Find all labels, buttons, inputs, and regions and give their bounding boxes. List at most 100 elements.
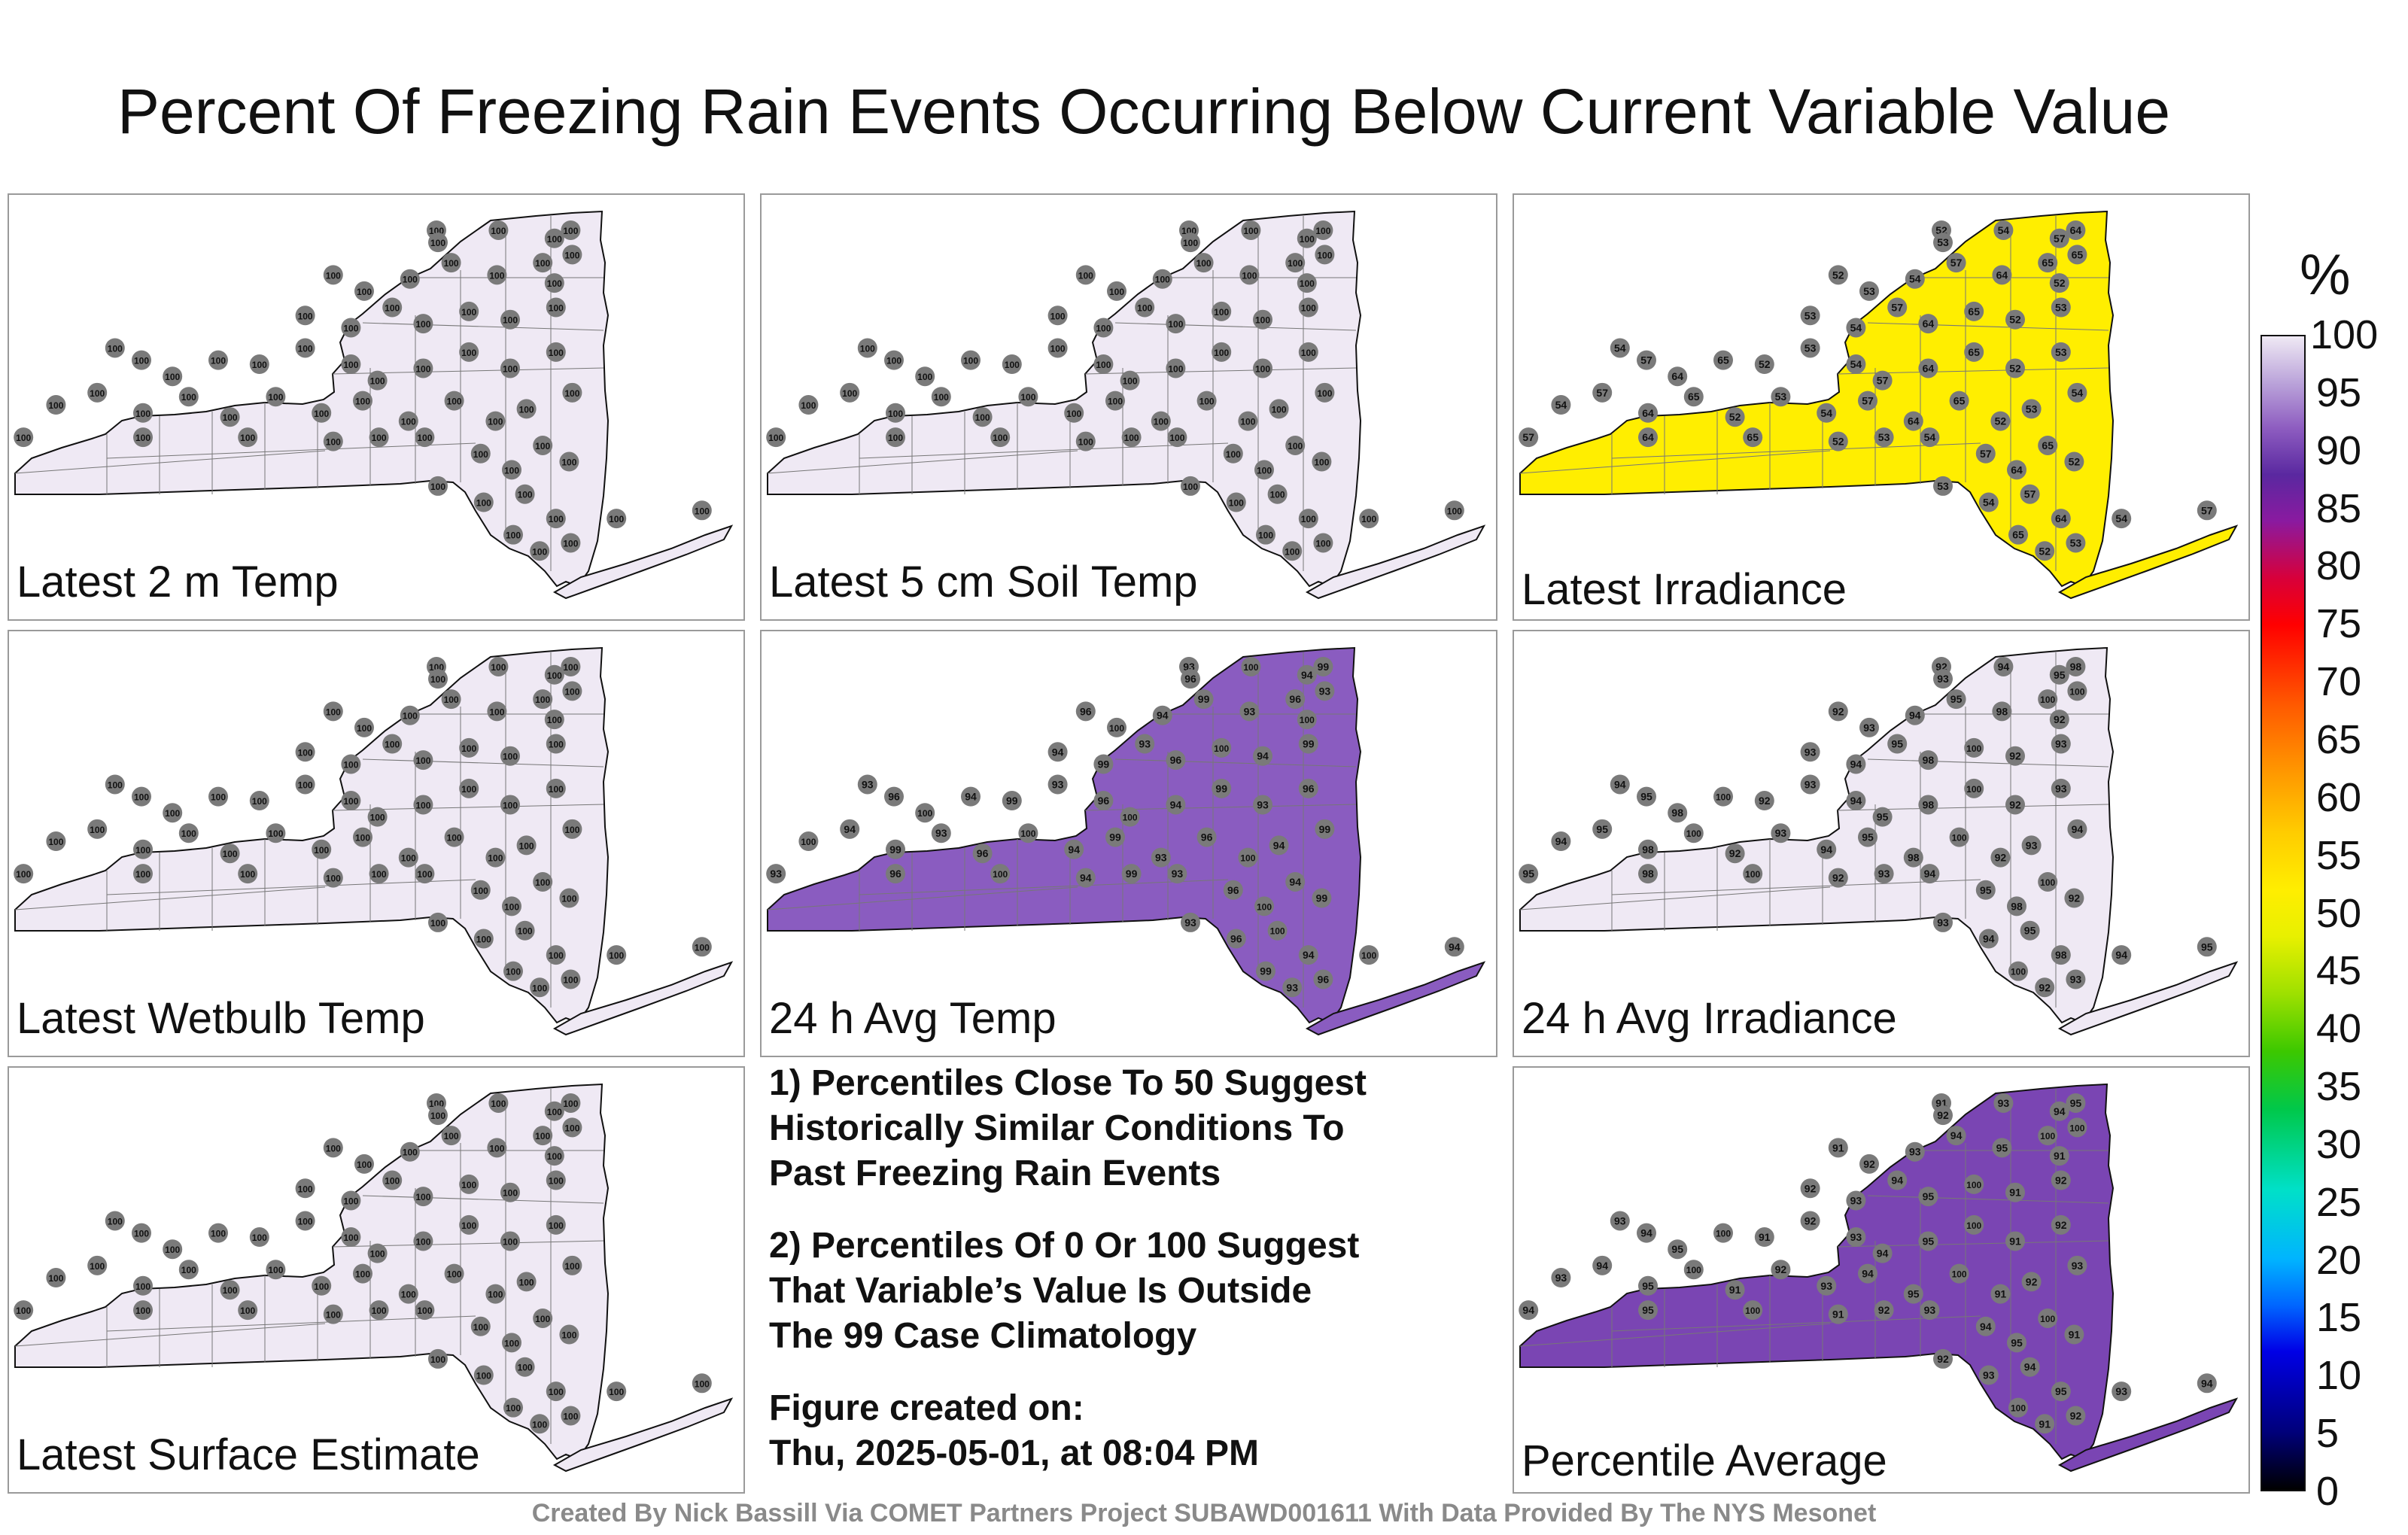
station-marker [931,823,951,843]
station-value: 100 [461,1180,476,1190]
station-value: 94 [1052,746,1064,758]
station-value: 93 [1052,778,1064,790]
station-value: 52 [2009,314,2021,326]
station-value: 52 [2069,456,2081,468]
station-marker [444,391,464,411]
station-value: 54 [1909,273,1921,285]
station-value: 93 [1850,1231,1862,1243]
station-marker [502,896,521,916]
station-marker [266,823,286,843]
county-boundary [1114,322,1357,331]
long-island-outline [552,961,734,1036]
station-value: 94 [1449,941,1461,953]
station-marker [1918,795,1938,815]
station-value: 100 [1020,828,1035,839]
station-value: 91 [2009,1235,2021,1247]
station-marker [1315,681,1335,701]
station-marker [546,1382,566,1402]
station-value: 100 [1966,743,1981,754]
station-marker [1075,868,1096,888]
station-value: 100 [298,1216,313,1226]
station-value: 100 [326,707,341,717]
station-marker [915,366,935,387]
station-value: 100 [268,1265,283,1275]
station-marker [1105,827,1125,847]
station-value: 100 [326,1143,341,1154]
station-value: 100 [1288,441,1303,451]
station-value: 94 [1170,798,1182,810]
station-marker [2005,795,2025,815]
explanatory-notes: 1) Percentiles Close To 50 Suggest Histo… [769,1061,1491,1503]
station-marker [1683,1260,1704,1280]
station-value: 93 [1863,722,1875,734]
station-value: 100 [370,1249,385,1260]
colorbar-tick-label: 25 [2316,1179,2362,1225]
station-value: 94 [1640,1227,1652,1239]
station-value: 100 [135,1306,150,1316]
station-marker [488,1093,509,1113]
station-marker [1212,778,1232,798]
station-marker [515,920,535,941]
station-marker [1212,737,1232,758]
station-value: 100 [1745,1306,1760,1316]
station-value: 100 [298,780,313,790]
station-value: 100 [16,433,31,443]
station-marker [441,1126,461,1146]
panel-label: 24 h Avg Temp [769,994,1057,1043]
station-marker [1638,864,1658,884]
station-value: 52 [1995,415,2007,427]
station-value: 64 [2055,512,2067,524]
station-marker [2112,945,2132,965]
station-value: 92 [1937,1109,1949,1121]
station-value: 100 [16,1306,31,1316]
station-value: 100 [504,465,519,476]
station-marker [2066,969,2086,989]
station-value: 100 [1952,833,1967,843]
station-marker [2049,664,2069,685]
station-marker [398,847,418,868]
station-marker [1743,427,1763,448]
station-value: 100 [1257,901,1272,912]
station-value: 65 [2042,257,2054,269]
station-value: 57 [1877,375,1889,387]
station-value: 100 [181,828,196,839]
station-value: 100 [461,348,476,358]
station-value: 52 [2009,362,2021,374]
station-value: 100 [1096,360,1111,370]
station-value: 100 [1255,315,1270,326]
station-marker [1846,791,1866,811]
station-marker [1800,338,1820,358]
station-value: 100 [491,1099,506,1109]
station-value: 57 [1950,257,1963,269]
map-panel-latest-wetbulb-temp: 100 100 100 100 100 100 100 100 100 100 100 100 100 1… [8,630,745,1057]
station-value: 100 [1270,926,1285,937]
station-value: 94 [844,823,856,835]
station-marker [1949,1263,1969,1284]
station-marker [46,1268,66,1288]
colorbar [2261,335,2306,1491]
station-marker [473,492,494,512]
station-value: 100 [1272,404,1287,415]
station-value: 100 [48,837,63,847]
station-value: 100 [314,1281,329,1292]
station-value: 92 [2009,750,2021,762]
station-marker [1253,746,1272,766]
station-value: 100 [1240,853,1255,864]
station-marker [544,228,564,248]
station-value: 65 [2072,248,2084,260]
station-marker [1018,387,1038,407]
station-value: 95 [2024,925,2036,937]
station-marker [1592,1255,1613,1275]
station-marker [87,1255,108,1275]
station-marker [544,273,564,293]
station-value: 99 [1126,868,1138,880]
station-marker [1754,791,1774,811]
station-value: 93 [770,868,782,880]
station-marker [238,864,258,884]
station-marker [1167,427,1187,448]
ny-state-map: 93 96 100 94 99 93 96 100 94 99 93 96 100 94 99 93 96 100… [766,646,1486,1036]
station-value: 100 [503,800,518,810]
station-value: 98 [2070,661,2082,673]
station-marker [544,1146,564,1166]
station-marker [488,220,509,240]
